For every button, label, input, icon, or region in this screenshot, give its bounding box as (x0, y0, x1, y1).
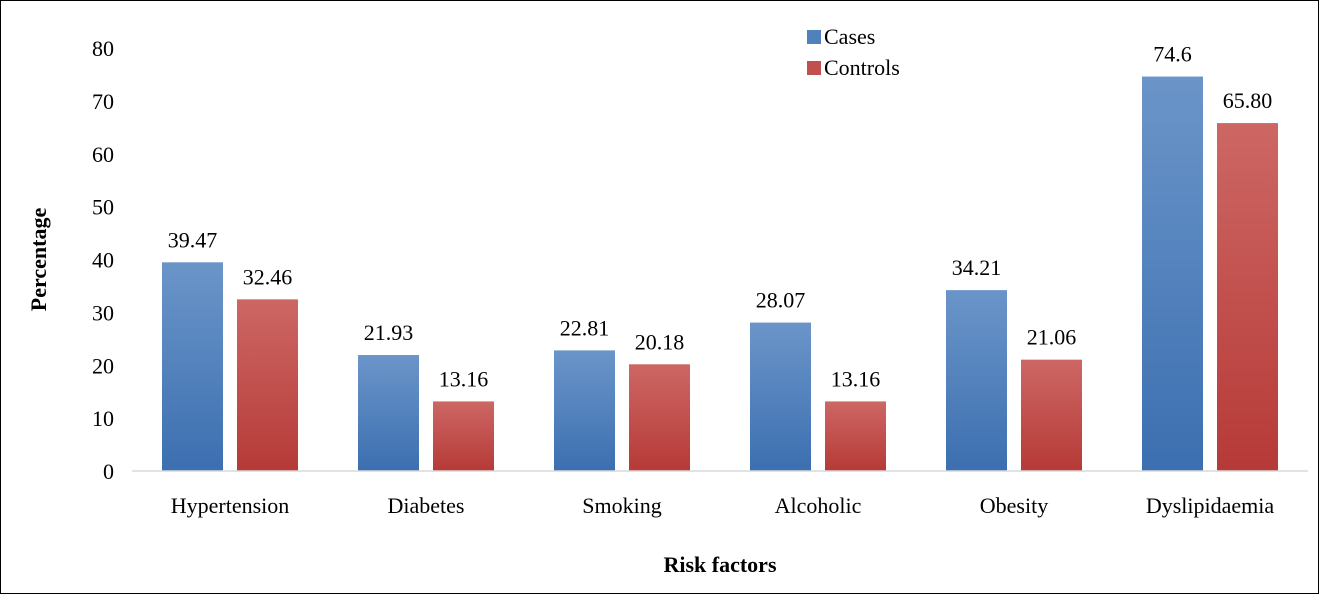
x-category-label: Alcoholic (775, 493, 862, 518)
legend: Cases Controls (807, 24, 900, 80)
y-tick-label: 70 (92, 89, 114, 114)
data-label-cases-smoking: 22.81 (560, 315, 610, 340)
data-label-controls-obesity: 21.06 (1027, 325, 1077, 350)
bar-cases-alcoholic (750, 322, 811, 471)
x-category-label: Diabetes (388, 493, 465, 518)
bar-cases-dyslipidaemia (1142, 76, 1203, 472)
y-tick-label: 60 (92, 142, 114, 167)
y-tick-label: 20 (92, 353, 114, 378)
y-tick-label: 80 (92, 36, 114, 61)
bar-cases-smoking (554, 350, 615, 471)
y-axis-title: Percentage (26, 208, 51, 312)
bar-controls-smoking (629, 364, 690, 471)
x-axis-title: Risk factors (663, 552, 776, 577)
data-label-controls-smoking: 20.18 (635, 329, 685, 354)
y-tick-label: 40 (92, 248, 114, 273)
y-tick-label: 30 (92, 300, 114, 325)
y-tick-label: 50 (92, 195, 114, 220)
bars-group (162, 76, 1278, 472)
legend-swatch-cases (807, 30, 821, 44)
data-labels-group: 39.47 32.46 21.93 13.16 22.81 20.18 28.07 13.16… (168, 42, 1273, 392)
x-category-label: Hypertension (171, 493, 290, 518)
y-tick-label: 10 (92, 406, 114, 431)
bar-controls-dyslipidaemia (1217, 123, 1278, 472)
x-category-label: Dyslipidaemia (1146, 493, 1275, 518)
data-label-cases-dyslipidaemia: 74.6 (1153, 42, 1192, 67)
data-label-controls-diabetes: 13.16 (439, 366, 489, 391)
x-category-label: Smoking (582, 493, 661, 518)
y-tick-label: 0 (103, 459, 114, 484)
legend-swatch-controls (807, 61, 821, 75)
x-category-label: Obesity (980, 493, 1048, 518)
data-label-cases-alcoholic: 28.07 (756, 288, 806, 313)
bar-cases-hypertension (162, 262, 223, 471)
data-label-cases-hypertension: 39.47 (168, 227, 218, 252)
data-label-controls-dyslipidaemia: 65.80 (1223, 88, 1273, 113)
data-label-controls-alcoholic: 13.16 (831, 366, 881, 391)
bar-cases-obesity (946, 290, 1007, 471)
data-label-cases-obesity: 34.21 (952, 255, 1002, 280)
bar-controls-hypertension (237, 299, 298, 471)
legend-label-cases: Cases (824, 24, 875, 49)
bar-controls-diabetes (433, 401, 494, 471)
bar-controls-obesity (1021, 359, 1082, 471)
y-axis-ticks: 0 10 20 30 40 50 60 70 80 (92, 36, 114, 484)
bar-controls-alcoholic (825, 401, 886, 471)
bar-cases-diabetes (358, 355, 419, 471)
x-axis-categories: Hypertension Diabetes Smoking Alcoholic Obes… (171, 493, 1275, 518)
legend-label-controls: Controls (824, 55, 900, 80)
data-label-controls-hypertension: 32.46 (243, 264, 293, 289)
data-label-cases-diabetes: 21.93 (364, 320, 414, 345)
